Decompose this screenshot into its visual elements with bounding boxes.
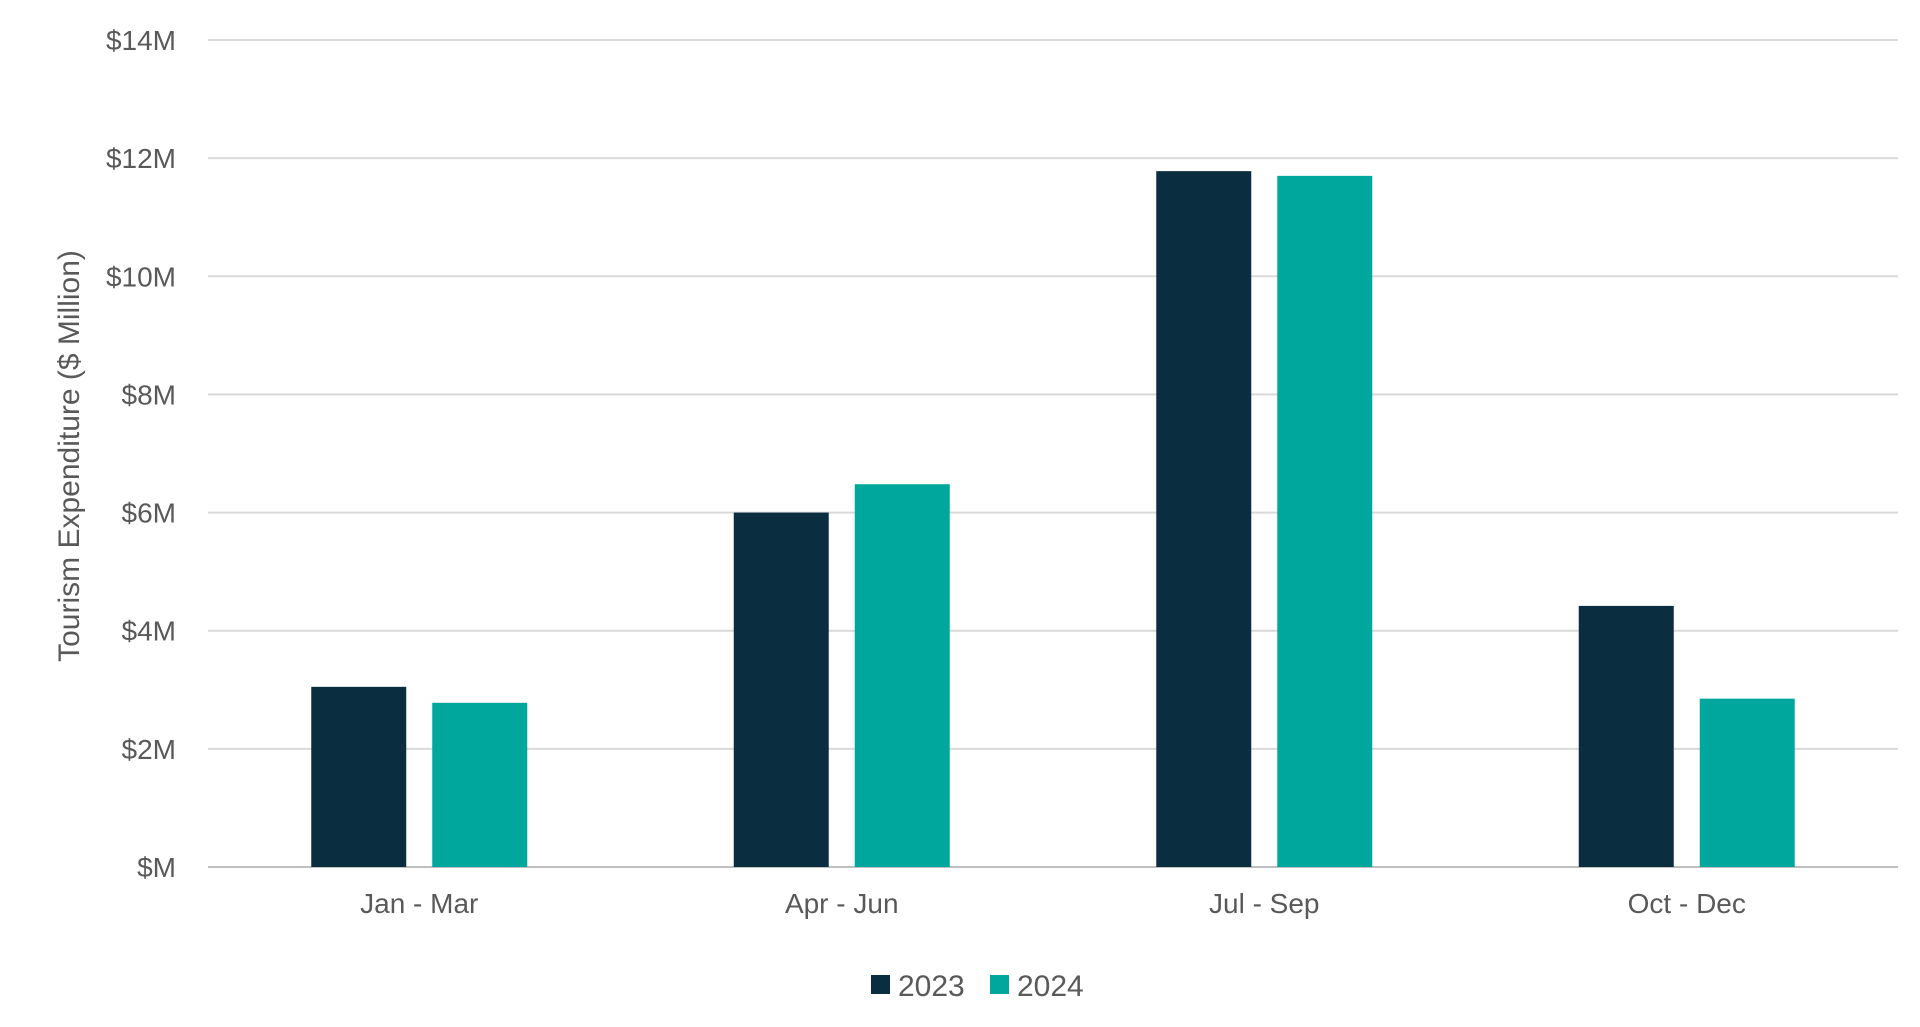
x-tick-label: Jul - Sep — [1209, 888, 1320, 919]
y-tick-label: $M — [137, 852, 176, 883]
bar-2024-oct-dec — [1699, 698, 1795, 867]
bar-2024-jan-mar — [432, 702, 528, 867]
y-tick-label: $2M — [122, 734, 176, 765]
bars — [311, 171, 1795, 868]
x-tick-label: Oct - Dec — [1628, 888, 1746, 919]
x-axis-ticks: Jan - Mar Apr - Jun Jul - Sep Oct - Dec — [360, 888, 1746, 919]
y-tick-label: $4M — [122, 616, 176, 647]
y-tick-label: $8M — [122, 379, 176, 410]
y-tick-label: $14M — [106, 25, 176, 56]
x-tick-label: Apr - Jun — [785, 888, 899, 919]
legend-label-2024: 2024 — [1017, 970, 1084, 1003]
y-axis-title: Tourism Expenditure ($ Million) — [53, 250, 86, 662]
bar-2023-apr-jun — [733, 512, 829, 867]
bar-2023-jul-sep — [1156, 171, 1252, 868]
legend-swatch-2024 — [990, 975, 1009, 994]
x-tick-label: Jan - Mar — [360, 888, 478, 919]
y-tick-label: $10M — [106, 261, 176, 292]
bar-2023-jan-mar — [311, 686, 407, 867]
bar-2024-jul-sep — [1277, 175, 1373, 868]
legend-label-2023: 2023 — [898, 970, 965, 1003]
y-tick-label: $6M — [122, 498, 176, 529]
y-tick-label: $12M — [106, 143, 176, 174]
bar-2024-apr-jun — [854, 484, 950, 867]
legend: 2023 2024 — [871, 970, 1084, 1003]
legend-swatch-2023 — [871, 975, 890, 994]
y-axis-ticks: $M $2M $4M $6M $8M $10M $12M $14M — [106, 25, 176, 883]
bar-2023-oct-dec — [1578, 605, 1674, 867]
